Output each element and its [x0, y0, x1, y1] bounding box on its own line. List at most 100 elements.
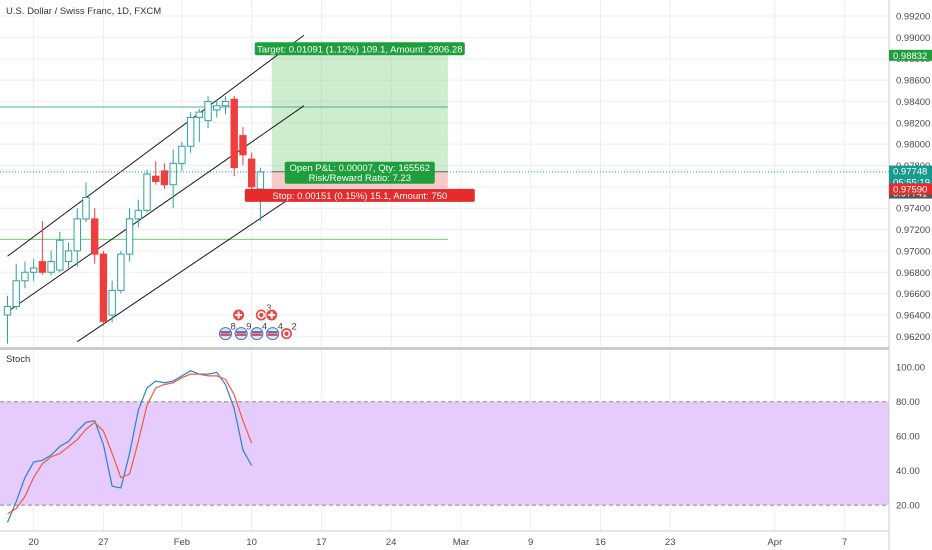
time-tick-label: 10 [246, 537, 257, 548]
candle-body [195, 111, 204, 118]
candle-up [56, 231, 64, 273]
event-flag-icon[interactable]: 4 [266, 322, 283, 341]
candle-body [239, 135, 247, 156]
time-tick-label: 17 [316, 537, 327, 548]
stoch-title: Stoch [6, 354, 30, 365]
candle-up [3, 295, 12, 344]
time-axis[interactable]: 20 27 Feb 10 17 24 Mar 9 16 23 Apr 7 [0, 530, 889, 548]
candle-body [221, 100, 230, 107]
event-plus-icon[interactable] [232, 308, 246, 322]
candle-up [125, 208, 134, 262]
price-tag-bg [889, 183, 932, 195]
channel-line [7, 105, 305, 313]
candle-down [91, 208, 99, 264]
price-tick-label: 0.98000 [896, 140, 930, 151]
event-flag-stripe [251, 333, 262, 336]
candle-body [247, 158, 256, 188]
candle-body [47, 261, 55, 273]
event-count: 3 [266, 303, 271, 314]
price-tick-label: 0.98600 [896, 76, 930, 87]
candle-down [152, 161, 160, 185]
candle-up [47, 250, 55, 276]
price-tick-label: 0.97400 [896, 204, 930, 215]
candle-up [134, 199, 143, 228]
channel-line [7, 34, 305, 257]
candle-up [82, 182, 90, 223]
event-count: 9 [246, 322, 251, 333]
price-tick-label: 0.96600 [896, 289, 930, 300]
candle-body [29, 267, 38, 273]
stop-label: Stop: 0.00151 (0.15%) 15.1, Amount: 750 [272, 191, 447, 202]
price-tick-label: 0.96800 [896, 268, 930, 279]
open-pnl-label-bg [284, 161, 435, 184]
event-plus-bar [237, 311, 240, 319]
event-c-circle [280, 327, 294, 341]
candle-body [134, 209, 143, 220]
candle-body [82, 197, 90, 220]
candle-down [160, 163, 169, 189]
event-flag-icon[interactable]: 9 [234, 322, 251, 341]
candle-up [64, 242, 73, 268]
event-flag-stripe [251, 331, 262, 334]
candle-body [186, 116, 195, 147]
event-count: 4 [262, 322, 267, 333]
event-c-icon[interactable]: 2 [280, 322, 297, 341]
price-axis[interactable]: 0.992000.990000.988000.986000.984000.982… [888, 0, 932, 550]
candle-up [204, 96, 212, 129]
candle-body [204, 100, 212, 122]
candle-body [143, 173, 151, 211]
event-flag-stripe [220, 331, 231, 334]
time-axis-ticks: 20 27 Feb 10 17 24 Mar 9 16 23 Apr 7 [28, 537, 847, 548]
event-markers[interactable]: 38 9 4 4 2 [219, 303, 297, 341]
candle-body [73, 218, 81, 252]
time-tick-label: Apr [767, 537, 782, 548]
event-plus-bar [270, 311, 273, 319]
event-count: 4 [278, 322, 283, 333]
candle-up [21, 261, 29, 289]
candle-up [29, 259, 38, 281]
event-flag-stripe [220, 333, 231, 336]
channel-line [76, 188, 305, 343]
event-flag-stripe [267, 331, 278, 334]
event-count: 8 [231, 322, 236, 333]
candle-body [178, 145, 186, 164]
candle-body [160, 170, 169, 186]
candle-body [56, 239, 64, 271]
target-label-bg [254, 42, 465, 56]
candle-body [152, 175, 160, 183]
price-tick-label: 0.99000 [896, 33, 930, 44]
candle-body [213, 105, 221, 111]
candle-down [99, 250, 108, 326]
pane-separator [0, 347, 889, 350]
channel-lines[interactable] [7, 34, 305, 343]
candle-body [169, 162, 177, 186]
time-tick-label: 16 [595, 537, 606, 548]
candle-up [117, 250, 125, 294]
candle-body [3, 305, 12, 316]
event-plus-icon[interactable] [265, 308, 279, 322]
candle-up [186, 112, 195, 153]
time-tick-label: 24 [386, 537, 397, 548]
candle-body [38, 261, 47, 273]
event-c-ring [282, 329, 291, 338]
stoch-lines [6, 370, 253, 523]
event-flag-icon[interactable]: 8 [219, 322, 236, 341]
stoch-tick-label: 60.00 [896, 432, 920, 443]
stoch-tick-label: 40.00 [896, 466, 920, 477]
price-chart-title: U.S. Dollar / Swiss Franc, 1D, FXCM [6, 6, 161, 17]
candle-up [195, 108, 204, 143]
position-tool[interactable] [271, 55, 448, 188]
candle-body [64, 250, 73, 263]
candle-down [239, 127, 247, 166]
price-tick-label: 0.97200 [896, 225, 930, 236]
candle-up [73, 208, 81, 267]
stop-label-bg [244, 188, 475, 202]
price-tick-label: 0.99200 [896, 12, 930, 23]
event-flag-icon[interactable]: 4 [250, 322, 267, 341]
candles [3, 96, 265, 344]
candle-body [125, 218, 134, 255]
price-tag-bg [889, 49, 932, 61]
event-count: 2 [292, 322, 297, 333]
stoch-band [0, 401, 889, 506]
